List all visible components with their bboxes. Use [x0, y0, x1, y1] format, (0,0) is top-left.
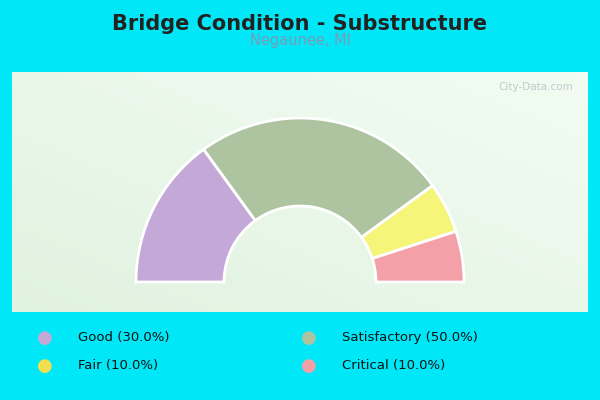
Text: ●: ●	[301, 357, 317, 375]
Text: Good (30.0%): Good (30.0%)	[78, 332, 170, 344]
Wedge shape	[136, 149, 256, 282]
Text: Satisfactory (50.0%): Satisfactory (50.0%)	[342, 332, 478, 344]
Text: ●: ●	[37, 329, 53, 347]
Wedge shape	[203, 118, 433, 237]
Text: ●: ●	[37, 357, 53, 375]
Wedge shape	[361, 186, 456, 258]
Text: Bridge Condition - Substructure: Bridge Condition - Substructure	[112, 14, 488, 34]
Text: City-Data.com: City-Data.com	[498, 82, 573, 92]
Text: ●: ●	[301, 329, 317, 347]
Text: Fair (10.0%): Fair (10.0%)	[78, 360, 158, 372]
Text: Critical (10.0%): Critical (10.0%)	[342, 360, 445, 372]
Text: Negaunee, MI: Negaunee, MI	[250, 33, 350, 48]
Wedge shape	[372, 231, 464, 282]
